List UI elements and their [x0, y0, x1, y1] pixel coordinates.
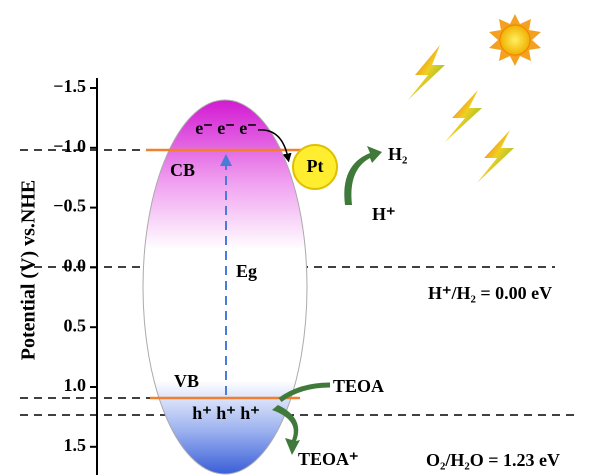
tick-label: 0.5 — [64, 315, 87, 335]
cb-label: CB — [170, 160, 195, 180]
pt-label: Pt — [307, 156, 324, 176]
teoa-label: TEOA — [333, 376, 384, 396]
teoa-plus-label: TEOA⁺ — [298, 449, 359, 469]
vb-label: VB — [174, 371, 199, 391]
h2-arrow — [344, 146, 382, 205]
h2-label: H₂ — [388, 144, 407, 164]
o-couple-label: O₂/H₂O = 1.23 eV — [426, 450, 560, 470]
h-plus-label: H⁺ — [372, 204, 396, 224]
lightning — [408, 45, 445, 100]
lightning — [445, 90, 482, 142]
electrons: e⁻ e⁻ e⁻ — [195, 118, 256, 138]
lightning — [477, 130, 514, 183]
page: −1.5 −1.0 −0.5 0.0 0.5 1.0 1.5 Potential (V) v… — [0, 0, 609, 475]
sun — [489, 14, 541, 66]
tick-label: −1.5 — [53, 76, 86, 96]
tick-label: 0.0 — [64, 256, 87, 276]
holes: h⁺ h⁺ h⁺ — [192, 403, 260, 423]
tick-label: 1.5 — [64, 435, 87, 455]
diagram: −1.5 −1.0 −0.5 0.0 0.5 1.0 1.5 Potential (V) v… — [0, 0, 609, 475]
tick-label: −1.0 — [53, 136, 86, 156]
eg-label: Eg — [236, 261, 257, 281]
tick-label: −0.5 — [53, 196, 86, 216]
h-couple-label: H⁺/H₂ = 0.00 eV — [428, 283, 552, 303]
tick-label: 1.0 — [64, 375, 87, 395]
axis-label: Potential (V) vs.NHE — [18, 180, 40, 361]
